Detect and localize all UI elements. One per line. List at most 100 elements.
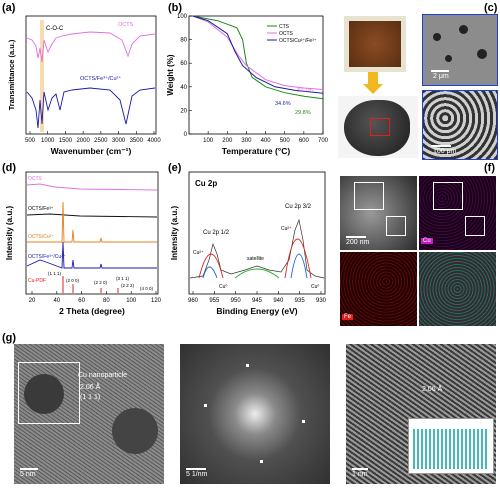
- ftir-x-tick: 500: [25, 138, 36, 144]
- ftir-xlabel: Wavenumber (cm⁻¹): [51, 146, 132, 156]
- panel-label-f: (f): [484, 162, 495, 174]
- fft-scale: 5 1/nm: [186, 471, 208, 478]
- tga-series: [192, 15, 324, 100]
- lattice-spacing-label: 2.06 Å: [422, 386, 443, 393]
- ftir-trace-octs: [26, 31, 156, 63]
- legend-octs: OCTS: [118, 22, 134, 28]
- coc-label: C-O-C: [46, 26, 64, 32]
- arrow-icon: [368, 72, 378, 86]
- dry-sample-photo: [344, 16, 406, 72]
- panel-label-a: (a): [2, 2, 16, 14]
- ftir-trace-octs-fe-cu: [26, 87, 156, 129]
- tga-ylabel: Weight (%): [166, 54, 175, 96]
- xrd-x-tick: 100: [126, 298, 137, 304]
- ftir-x-tick: 1500: [59, 138, 73, 144]
- tga-line-0: [192, 15, 324, 100]
- xps-raw-trace: [189, 218, 325, 279]
- lattice-scale: 1 nm: [352, 471, 368, 478]
- lattice-profile-inset: [408, 418, 494, 474]
- tga-xlabel: Temperature (°C): [222, 146, 291, 156]
- sem-top-image: 2 μm: [422, 14, 498, 86]
- xps-x-tick: 950: [231, 298, 242, 304]
- xps-xticks: 960 955 950 945 940 935 930: [188, 291, 327, 304]
- xrd-x-tick: 60: [78, 298, 85, 304]
- miller-200: (2 0 0): [66, 278, 80, 283]
- miller-400: (4 0 0): [140, 286, 154, 291]
- tga-legend-label: OCTS/Cu²⁺/Fe³⁺: [279, 38, 317, 44]
- xps-fit-cu0-right: [290, 253, 308, 279]
- sem-top-scale: 2 μm: [433, 73, 449, 80]
- ftir-x-tick: 4000: [147, 138, 161, 144]
- tga-y-tick: 60: [180, 61, 187, 67]
- xps-peak-cu2p12: Cu 2p 1/2: [203, 230, 230, 236]
- tga-x-tick: 500: [280, 138, 291, 144]
- xps-fit-satellite: [234, 268, 280, 279]
- xps-annot-cu0-right: Cu⁰: [311, 284, 319, 290]
- ftir-xticks: 500 1000 1500 2000 2500 3000 3500 4000: [25, 131, 161, 144]
- ftir-x-tick: 1000: [41, 138, 55, 144]
- arrow-head-icon: [363, 84, 383, 94]
- ftir-x-tick: 2500: [94, 138, 108, 144]
- xrd-trace-octs-cu: [27, 201, 157, 243]
- xps-x-tick: 935: [295, 298, 306, 304]
- lattice-image: 2.06 Å 1 nm: [346, 344, 496, 484]
- legend-octs-fe-cu: OCTS/Fe³⁺/Cu²⁺: [80, 75, 121, 82]
- xps-x-tick: 940: [273, 298, 284, 304]
- xps-annot-cu2plus-right: Cu²⁺: [281, 226, 292, 232]
- tga-x-tick: 600: [299, 138, 310, 144]
- xps-annot-cu2plus-left: Cu²⁺: [193, 250, 204, 256]
- xps-fit-cu2p12: [198, 253, 224, 279]
- xrd-label-octs-cu: OCTS/Cu²⁺: [28, 234, 54, 240]
- tga-y-tick: 100: [177, 14, 188, 20]
- panel-label-g: (g): [2, 332, 17, 344]
- xps-peak-cu2p32: Cu 2p 3/2: [285, 204, 312, 210]
- tga-legend-label: CTS: [279, 24, 290, 30]
- coc-band: [40, 20, 44, 132]
- fft-image: 5 1/nm: [180, 344, 330, 484]
- xrd-label-octs: OCTS: [28, 176, 43, 182]
- ftir-x-tick: 3000: [112, 138, 126, 144]
- sem-bottom-scale: 100 μm: [433, 148, 457, 155]
- tga-end-label-octs-cu-fe: 34.6%: [275, 101, 291, 107]
- xrd-label-cu-pdf: Cu-PDF: [28, 278, 46, 284]
- hrtem-image: Cu nanoparticle 2.06 Å (1 1 1) 5 nm: [14, 344, 164, 484]
- panel-label-d: (d): [2, 162, 17, 174]
- xps-x-tick: 960: [188, 298, 199, 304]
- xrd-trace-octs-fe-cu: [26, 241, 157, 269]
- tga-y-tick: 80: [180, 38, 187, 44]
- xps-x-tick: 930: [316, 298, 327, 304]
- aerogel-photo: [338, 96, 418, 158]
- panel-label-c: (c): [484, 2, 498, 14]
- tga-ticks: 100 200 300 400 500 600 700 0 20 40 60 80 100: [177, 14, 329, 144]
- xps-fit-cu0-left: [202, 266, 218, 279]
- xrd-x-tick: 40: [53, 298, 60, 304]
- sample-photo-panel: 2 μm 100 μm: [338, 14, 498, 160]
- xrd-label-octs-fe: OCTS/Fe³⁺: [28, 206, 54, 212]
- ftir-ylabel: Transmittance (a.u.): [7, 39, 16, 110]
- tga-end-label-cts: 29.8%: [295, 110, 311, 116]
- xps-title: Cu 2p: [195, 179, 217, 188]
- eds-mapping-panel: 200 nm Cu Fe: [340, 176, 496, 326]
- xrd-ylabel: Intensity (a.u.): [5, 206, 14, 261]
- overlay-map: [419, 252, 496, 326]
- tga-x-tick: 200: [222, 138, 233, 144]
- panel-label-b: (b): [168, 2, 183, 14]
- tga-x-tick: 300: [241, 138, 252, 144]
- xps-annot-cu0-left: Cu⁰: [219, 284, 227, 290]
- miller-220: (2 2 0): [94, 280, 108, 285]
- cu-tag: Cu: [421, 238, 433, 244]
- xps-annot-satellite: satellite: [247, 256, 264, 262]
- tga-x-tick: 400: [261, 138, 272, 144]
- tga-end-label-octs: 37.7%: [297, 88, 313, 94]
- tga-chart: Weight (%) Temperature (°C) 100 200 300 400…: [166, 14, 329, 156]
- xrd-x-tick: 80: [103, 298, 110, 304]
- ftir-x-tick: 2000: [76, 138, 90, 144]
- xps-fit-cu2p32: [284, 238, 312, 279]
- panel-label-e: (e): [168, 162, 182, 174]
- tga-line-2: [192, 15, 324, 94]
- tga-y-tick: 20: [180, 108, 187, 114]
- tga-x-tick: 700: [318, 138, 329, 144]
- miller-222: (2 2 2): [121, 283, 135, 288]
- ftir-chart: Transmittance (a.u.) Wavenumber (cm⁻¹) 5…: [7, 15, 161, 156]
